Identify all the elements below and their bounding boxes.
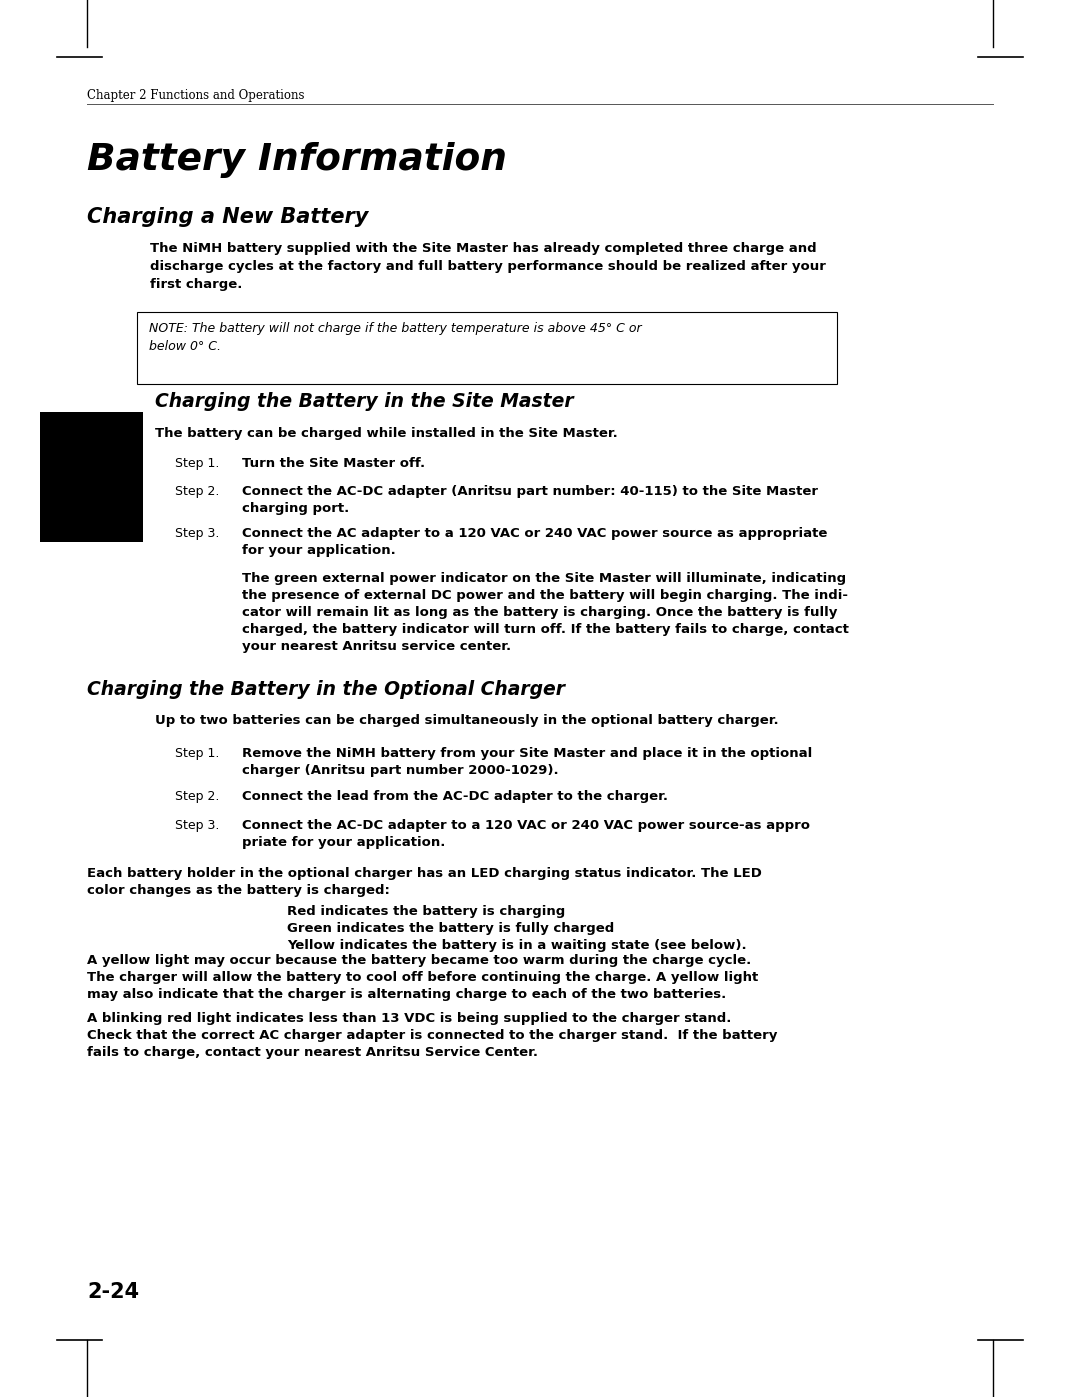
Text: Charging the Battery in the Optional Charger: Charging the Battery in the Optional Cha…: [87, 680, 565, 698]
Text: fails to charge, contact your nearest Anritsu Service Center.: fails to charge, contact your nearest An…: [87, 1046, 538, 1059]
FancyBboxPatch shape: [40, 412, 143, 542]
Text: 2-24: 2-24: [87, 1282, 139, 1302]
Text: Chapter 2 Functions and Operations: Chapter 2 Functions and Operations: [87, 89, 305, 102]
Text: color changes as the battery is charged:: color changes as the battery is charged:: [87, 884, 390, 897]
Text: charged, the battery indicator will turn off. If the battery fails to charge, co: charged, the battery indicator will turn…: [242, 623, 849, 636]
Text: for your application.: for your application.: [242, 543, 395, 557]
Text: Step 1.: Step 1.: [175, 457, 219, 469]
Text: Connect the AC-DC adapter to a 120 VAC or 240 VAC power source-as appro: Connect the AC-DC adapter to a 120 VAC o…: [242, 819, 810, 833]
Text: Step 3.: Step 3.: [175, 819, 219, 833]
Text: Connect the lead from the AC-DC adapter to the charger.: Connect the lead from the AC-DC adapter …: [242, 789, 669, 803]
Text: Yellow indicates the battery is in a waiting state (see below).: Yellow indicates the battery is in a wai…: [287, 939, 746, 951]
Text: cator will remain lit as long as the battery is charging. Once the battery is fu: cator will remain lit as long as the bat…: [242, 606, 837, 619]
Text: your nearest Anritsu service center.: your nearest Anritsu service center.: [242, 640, 511, 652]
Text: priate for your application.: priate for your application.: [242, 835, 445, 849]
Text: The charger will allow the battery to cool off before continuing the charge. A y: The charger will allow the battery to co…: [87, 971, 758, 983]
Text: Step 2.: Step 2.: [175, 789, 219, 803]
FancyBboxPatch shape: [137, 312, 837, 384]
Text: Step 3.: Step 3.: [175, 527, 219, 541]
Text: Connect the AC adapter to a 120 VAC or 240 VAC power source as appropriate: Connect the AC adapter to a 120 VAC or 2…: [242, 527, 827, 541]
Text: Step 2.: Step 2.: [175, 485, 219, 497]
Text: NOTE: The battery will not charge if the battery temperature is above 45° C or: NOTE: The battery will not charge if the…: [149, 321, 642, 335]
Text: discharge cycles at the factory and full battery performance should be realized : discharge cycles at the factory and full…: [150, 260, 826, 272]
Text: A blinking red light indicates less than 13 VDC is being supplied to the charger: A blinking red light indicates less than…: [87, 1011, 731, 1025]
Text: may also indicate that the charger is alternating charge to each of the two batt: may also indicate that the charger is al…: [87, 988, 726, 1002]
Text: Turn the Site Master off.: Turn the Site Master off.: [242, 457, 426, 469]
Text: Green indicates the battery is fully charged: Green indicates the battery is fully cha…: [287, 922, 615, 935]
Text: Up to two batteries can be charged simultaneously in the optional battery charge: Up to two batteries can be charged simul…: [156, 714, 779, 726]
Text: Step 1.: Step 1.: [175, 747, 219, 760]
Text: Charging a New Battery: Charging a New Battery: [87, 207, 368, 226]
Text: the presence of external DC power and the battery will begin charging. The indi-: the presence of external DC power and th…: [242, 590, 848, 602]
Text: The green external power indicator on the Site Master will illuminate, indicatin: The green external power indicator on th…: [242, 571, 846, 585]
Text: below 0° C.: below 0° C.: [149, 339, 221, 353]
Text: Check that the correct AC charger adapter is connected to the charger stand.  If: Check that the correct AC charger adapte…: [87, 1030, 778, 1042]
Text: The NiMH battery supplied with the Site Master has already completed three charg: The NiMH battery supplied with the Site …: [150, 242, 816, 256]
Text: Each battery holder in the optional charger has an LED charging status indicator: Each battery holder in the optional char…: [87, 868, 761, 880]
Text: first charge.: first charge.: [150, 278, 242, 291]
Text: Battery Information: Battery Information: [87, 142, 507, 177]
Text: charging port.: charging port.: [242, 502, 349, 515]
Text: Connect the AC-DC adapter (Anritsu part number: 40-115) to the Site Master: Connect the AC-DC adapter (Anritsu part …: [242, 485, 818, 497]
Text: A yellow light may occur because the battery became too warm during the charge c: A yellow light may occur because the bat…: [87, 954, 752, 967]
Text: The battery can be charged while installed in the Site Master.: The battery can be charged while install…: [156, 427, 618, 440]
Text: Red indicates the battery is charging: Red indicates the battery is charging: [287, 905, 565, 918]
Text: Remove the NiMH battery from your Site Master and place it in the optional: Remove the NiMH battery from your Site M…: [242, 747, 812, 760]
Text: charger (Anritsu part number 2000-1029).: charger (Anritsu part number 2000-1029).: [242, 764, 558, 777]
Text: Charging the Battery in the Site Master: Charging the Battery in the Site Master: [156, 393, 573, 411]
